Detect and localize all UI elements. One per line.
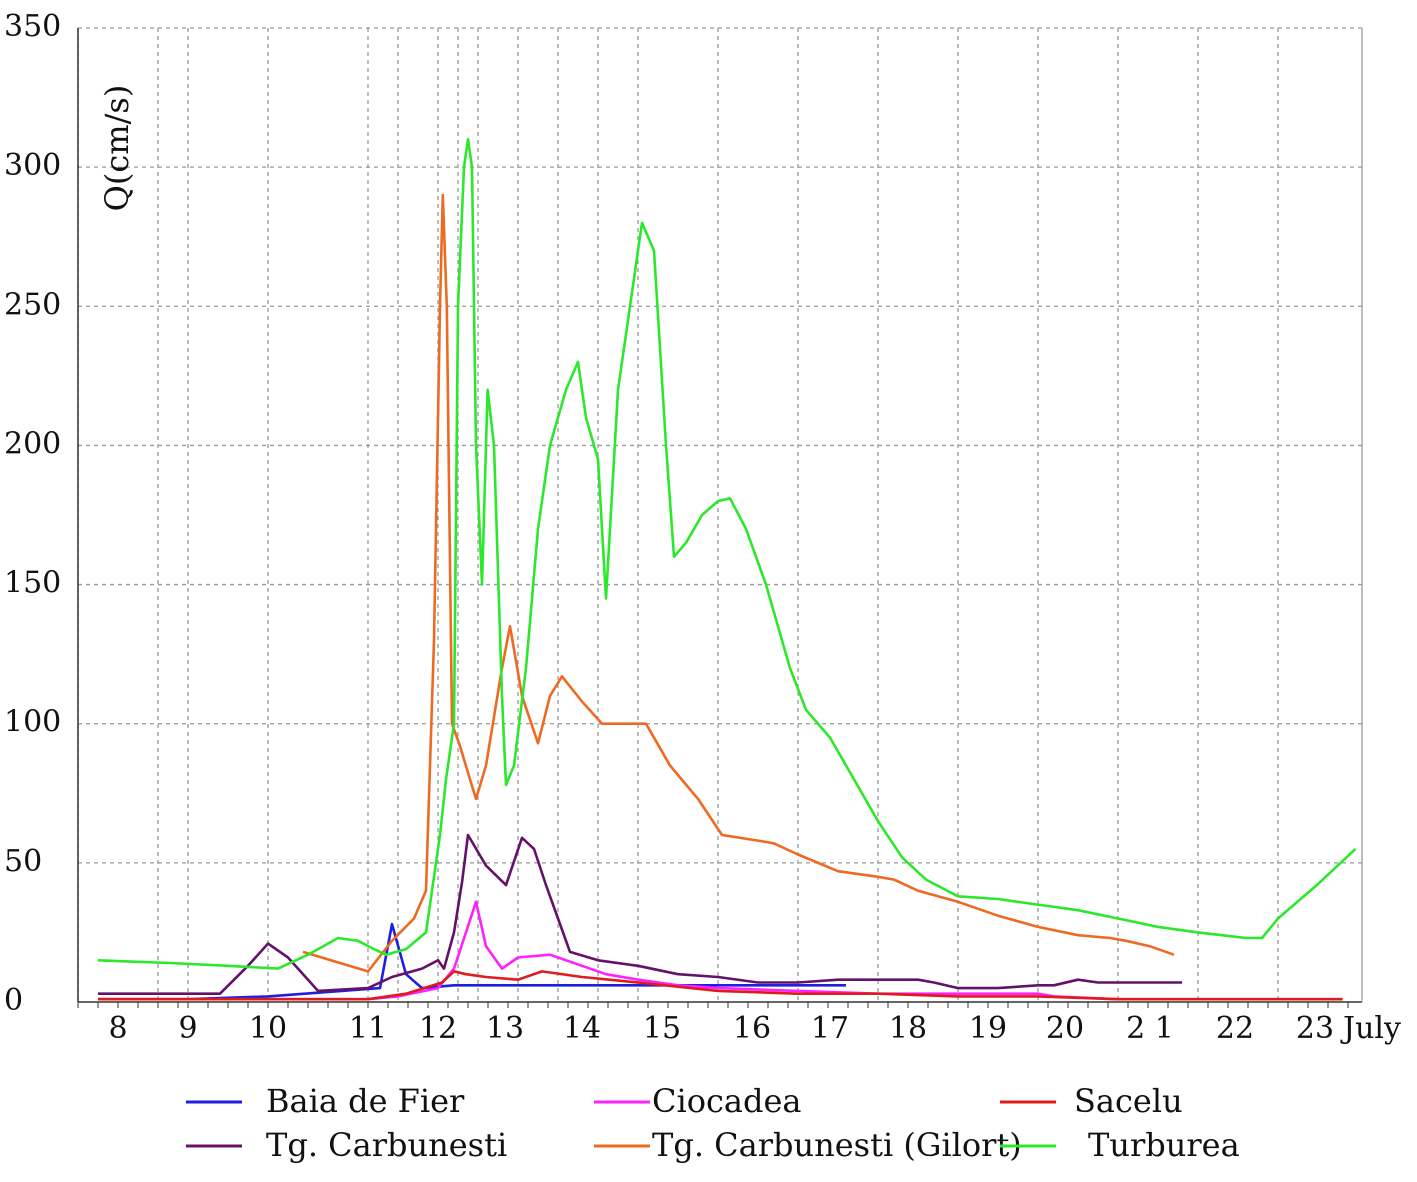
y-tick-label: 150 — [4, 566, 61, 601]
y-tick-label: 250 — [4, 287, 61, 322]
x-tick-label: 14 — [563, 1011, 601, 1046]
y-tick-labels: 0 50 100 150 200 250 300 350 — [4, 9, 61, 1018]
x-tick-label: 16 — [733, 1011, 771, 1046]
legend-label: Turburea — [1088, 1126, 1240, 1164]
x-tick-label: 19 — [969, 1011, 1007, 1046]
legend-label: Sacelu — [1074, 1082, 1183, 1120]
x-tick-label: July — [1340, 1011, 1401, 1046]
x-tick-label: 20 — [1046, 1011, 1084, 1046]
x-tick-label: 11 — [349, 1011, 387, 1046]
y-axis-label: Q(cm/s) — [98, 85, 136, 212]
y-tick-label: 200 — [4, 426, 61, 461]
y-tick-label: 0 — [4, 983, 23, 1018]
legend-label: Baia de Fier — [266, 1082, 465, 1120]
x-tick-label: 10 — [249, 1011, 287, 1046]
series-line-tg-carbunesti-gilort — [302, 193, 1175, 973]
axes — [77, 28, 1363, 1008]
legend-label: Tg. Carbunesti (Gilort) — [652, 1126, 1022, 1164]
y-tick-label: 350 — [4, 9, 61, 44]
y-tick-label: 50 — [4, 844, 42, 879]
y-tick-label: 300 — [4, 148, 61, 183]
legend-label: Tg. Carbunesti — [266, 1126, 507, 1164]
x-tick-label: 22 — [1216, 1011, 1254, 1046]
x-tick-label: 17 — [811, 1011, 849, 1046]
x-tick-labels: 8 9 10 11 12 13 14 15 16 17 18 19 20 2 1 22 23 July — [108, 1011, 1401, 1046]
series-line-turburea — [97, 138, 1357, 970]
x-tick-label: 8 — [108, 1011, 127, 1046]
x-tick-label: 15 — [643, 1011, 681, 1046]
x-tick-label: 23 — [1296, 1011, 1334, 1046]
gridlines — [77, 27, 1362, 1002]
x-tick-label: 9 — [178, 1011, 197, 1046]
legend-label: Ciocadea — [652, 1082, 801, 1120]
series-line-sacelu — [98, 970, 1343, 1001]
x-tick-label: 18 — [889, 1011, 927, 1046]
series-line-ciocadea — [98, 900, 1343, 1001]
series-line-tg-carbunesti — [98, 833, 1182, 995]
y-tick-label: 100 — [4, 705, 61, 740]
legend: Baia de Fier Ciocadea Sacelu Tg. Carbunesti… — [186, 1082, 1240, 1164]
x-tick-label: 12 — [419, 1011, 457, 1046]
x-tick-label: 2 1 — [1126, 1011, 1174, 1046]
x-tick-label: 13 — [486, 1011, 524, 1046]
series-lines — [97, 138, 1357, 1001]
